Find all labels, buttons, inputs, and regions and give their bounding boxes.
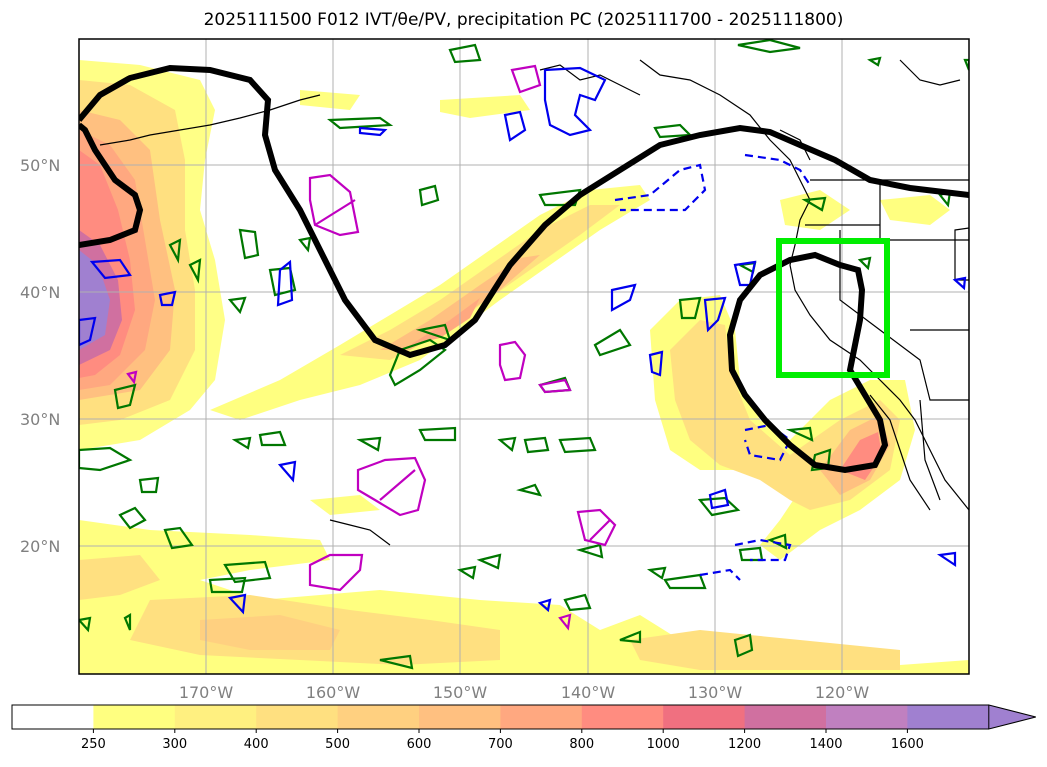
colorbar-tick-label: 250 [81, 737, 106, 752]
colorbar-tick-label: 1400 [809, 737, 842, 752]
lon-label: 140°W [561, 683, 616, 702]
map-frame [78, 38, 970, 675]
colorbar-segment [174, 705, 257, 729]
colorbar-tick-label: 800 [569, 737, 594, 752]
pv-blue-contours [79, 66, 967, 615]
colorbar-tick-label: 700 [488, 737, 513, 752]
map-title: 2025111500 F012 IVT/θe/PV, precipitation… [203, 10, 844, 30]
colorbar-tick-label: 600 [407, 737, 432, 752]
colorbar-segment [12, 705, 94, 729]
lat-labels: 50°N 40°N 30°N 20°N [20, 156, 60, 556]
map-area [79, 39, 969, 674]
lat-label: 30°N [20, 410, 60, 429]
colorbar-extend-arrow [988, 704, 1036, 730]
colorbar-segment [256, 705, 339, 729]
lon-label: 170°W [179, 683, 234, 702]
lon-labels: 170°W 160°W 150°W 140°W 130°W 120°W [179, 683, 870, 702]
lon-label: 130°W [688, 683, 743, 702]
colorbar-segment [663, 705, 746, 729]
lat-label: 40°N [20, 283, 60, 302]
colorbar-tick-label: 300 [162, 737, 187, 752]
colorbar-segment [907, 705, 990, 729]
lon-label: 150°W [433, 683, 488, 702]
lat-label: 20°N [20, 537, 60, 556]
colorbar-segment [744, 705, 827, 729]
colorbar-segment [826, 705, 908, 729]
colorbar-segment [419, 705, 501, 729]
cutoff-low-contour [726, 251, 889, 474]
jet-line [79, 64, 969, 359]
colorbar-segment [500, 705, 583, 729]
lon-label: 160°W [306, 683, 361, 702]
coastlines [99, 59, 969, 546]
focus-box [776, 238, 890, 378]
lat-label: 50°N [20, 156, 60, 175]
colorbar-segment [581, 705, 664, 729]
colorbar-tick-label: 1000 [647, 737, 680, 752]
pv-magenta-contours [126, 64, 617, 631]
colorbar-segment [337, 705, 420, 729]
colorbar-tick-label: 400 [244, 737, 269, 752]
colorbar: 250 300 400 500 600 700 800 1000 1200 1400 1600 [11, 704, 1036, 752]
pv-blue-dashed [614, 153, 811, 581]
colorbar-tick-label: 500 [325, 737, 350, 752]
colorbar-segment [93, 705, 176, 729]
colorbar-tick-label: 1200 [728, 737, 761, 752]
colorbar-tick-label: 1600 [891, 737, 924, 752]
jet-west-lobe [79, 122, 144, 248]
lon-label: 120°W [815, 683, 870, 702]
graticule [79, 39, 969, 674]
